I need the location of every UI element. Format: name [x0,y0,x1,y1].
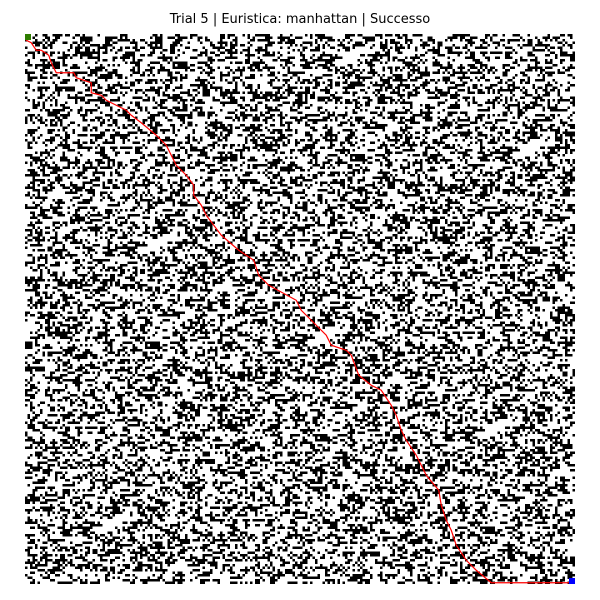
goal-marker [569,578,575,584]
grid-plot [25,34,575,584]
path-line [25,35,574,584]
plot-title: Trial 5 | Euristica: manhattan | Success… [169,12,431,27]
grid-map [25,34,575,584]
start-marker [25,34,31,40]
